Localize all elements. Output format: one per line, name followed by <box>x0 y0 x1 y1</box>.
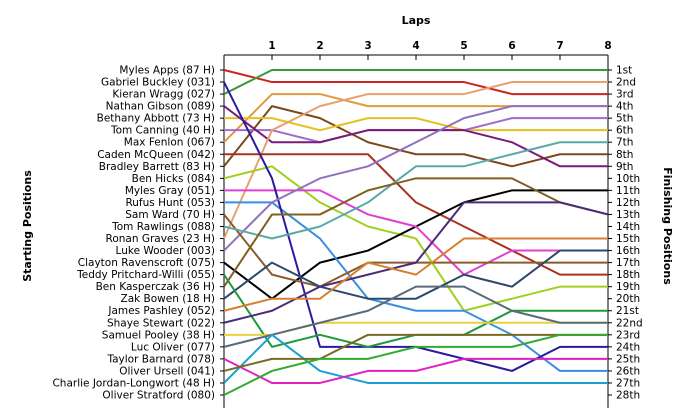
finishing-position-label: 13th <box>616 209 640 221</box>
series-lines <box>223 69 609 396</box>
finishing-position-label: 28th <box>616 390 640 402</box>
starting-position-label: Shaye Stewart (022) <box>107 317 215 329</box>
series-line-10 <box>223 165 608 312</box>
finishing-position-label: 3rd <box>616 89 633 101</box>
finishing-position-label: 27th <box>616 377 640 389</box>
finishing-position-label: 2nd <box>616 77 636 89</box>
x-tick-label: 6 <box>508 40 515 52</box>
starting-position-label: Sam Ward (70 H) <box>125 209 215 221</box>
chart-title: Laps <box>402 14 431 27</box>
x-tick-label: 7 <box>556 40 563 52</box>
series-line-4 <box>223 105 608 168</box>
series-line-7 <box>223 105 608 168</box>
finishing-position-label: 16th <box>616 245 640 257</box>
starting-position-label: Caden McQueen (042) <box>97 149 215 161</box>
starting-position-labels: Myles Apps (87 H)Gabriel Buckley (031)Ki… <box>52 65 215 402</box>
series-line-9 <box>224 153 608 276</box>
series-line-17 <box>223 141 608 240</box>
finishing-position-label: 14th <box>616 221 640 233</box>
starting-position-label: Nathan Gibson (089) <box>106 101 215 113</box>
series-line-1 <box>223 69 608 96</box>
starting-position-label: Ben Hicks (084) <box>132 173 215 185</box>
finishing-position-label: 8th <box>616 149 633 161</box>
series-line-2 <box>223 69 608 95</box>
finishing-position-label: 15th <box>616 233 640 245</box>
y-axis-label-right: Finishing Positions <box>661 167 674 285</box>
series-line-22 <box>223 237 608 312</box>
finishing-position-label: 6th <box>616 125 633 137</box>
starting-position-label: Ronan Graves (23 H) <box>106 233 216 245</box>
finishing-position-label: 11th <box>616 185 640 197</box>
finishing-position-label: 9th <box>616 161 633 173</box>
starting-position-label: Rufus Hunt (053) <box>125 197 215 209</box>
x-tick-label: 4 <box>412 40 419 52</box>
starting-position-label: Clayton Ravenscroft (075) <box>78 257 215 269</box>
starting-position-label: Myles Gray (051) <box>125 185 215 197</box>
finishing-position-label: 19th <box>616 281 640 293</box>
starting-position-label: Max Fenlon (067) <box>124 137 215 149</box>
series-line-12 <box>224 189 608 276</box>
finishing-position-label: 7th <box>616 137 633 149</box>
starting-position-label: Tom Canning (40 H) <box>110 125 215 137</box>
finishing-position-label: 4th <box>616 101 633 113</box>
starting-position-label: Luc Oliver (077) <box>131 341 215 353</box>
finishing-position-label: 18th <box>616 269 640 281</box>
series-line-25 <box>223 333 608 384</box>
starting-position-label: Charlie Jordan-Longwort (48 H) <box>52 377 215 389</box>
series-line-11 <box>223 189 608 300</box>
finishing-position-label: 26th <box>616 365 640 377</box>
finishing-position-label: 5th <box>616 113 633 125</box>
finishing-position-label: 1st <box>616 65 632 77</box>
series-line-8 <box>223 81 608 239</box>
finishing-position-label: 25th <box>616 353 640 365</box>
finishing-position-label: 17th <box>616 257 640 269</box>
starting-position-label: Oliver Stratford (080) <box>102 390 215 402</box>
starting-position-label: Taylor Barnard (078) <box>106 353 215 365</box>
starting-position-label: Myles Apps (87 H) <box>119 65 215 77</box>
x-tick-label: 8 <box>604 40 611 52</box>
starting-position-label: Teddy Pritchard-Willi (055) <box>76 269 215 281</box>
starting-position-label: James Pashley (052) <box>107 305 215 317</box>
series-line-28 <box>223 333 608 396</box>
starting-position-label: Gabriel Buckley (031) <box>101 77 215 89</box>
series-line-27 <box>223 333 608 372</box>
finishing-position-label: 24th <box>616 341 640 353</box>
x-tick-label: 2 <box>316 40 323 52</box>
series-line-15 <box>223 105 608 252</box>
finishing-position-label: 10th <box>616 173 640 185</box>
starting-position-label: Tom Rawlings (088) <box>111 221 215 233</box>
starting-position-label: Kieran Wragg (027) <box>112 89 215 101</box>
x-tick-label: 3 <box>364 40 371 52</box>
finishing-position-label: 20th <box>616 293 640 305</box>
series-line-19 <box>223 249 608 300</box>
series-line-26 <box>223 357 608 384</box>
starting-position-label: Bethany Abbott (73 H) <box>97 113 215 125</box>
finishing-position-label: 12th <box>616 197 640 209</box>
x-tick-label: 5 <box>460 40 467 52</box>
starting-position-label: Oliver Ursell (041) <box>119 365 215 377</box>
finishing-position-labels: 1st2nd3rd4th5th6th7th8th9th10th11th12th1… <box>616 65 643 402</box>
starting-position-label: Samuel Pooley (38 H) <box>102 329 215 341</box>
series-line-21 <box>223 201 609 324</box>
y-axis-label-left: Starting Positions <box>21 170 34 282</box>
series-line-18 <box>223 177 609 288</box>
series-line-24 <box>223 285 608 348</box>
finishing-position-label: 22nd <box>616 317 643 329</box>
starting-position-label: Bradley Barrett (83 H) <box>99 161 215 173</box>
finishing-position-label: 21st <box>616 305 639 317</box>
starting-position-label: Zak Bowen (18 H) <box>121 293 216 305</box>
starting-position-label: Luke Wooder (003) <box>116 245 215 257</box>
starting-position-label: Ben Kasperczak (36 H) <box>96 281 215 293</box>
series-line-5 <box>224 117 608 132</box>
x-ticks: 1 2 3 4 5 6 7 8 <box>268 40 612 60</box>
finishing-position-label: 23rd <box>616 329 640 341</box>
x-tick-label: 1 <box>268 40 275 52</box>
